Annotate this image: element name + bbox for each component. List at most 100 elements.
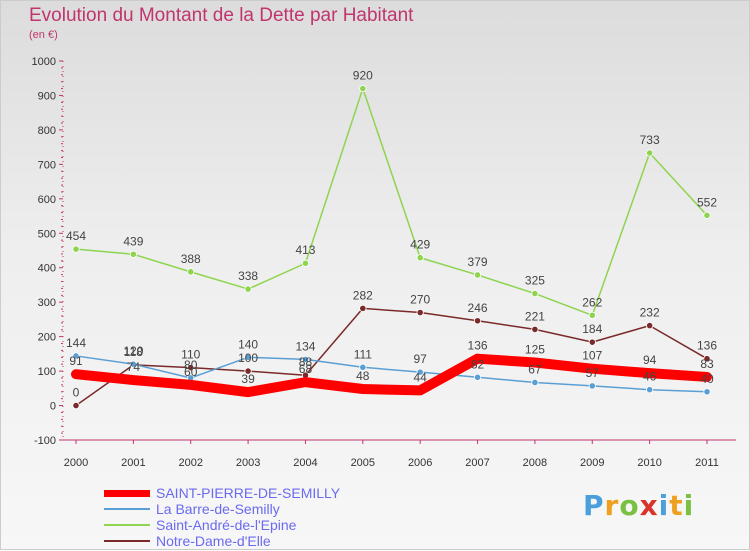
- data-point: [646, 386, 654, 394]
- data-label: 136: [468, 339, 488, 353]
- data-label: 94: [643, 353, 657, 367]
- data-point: [187, 268, 195, 276]
- x-tick-label: 2001: [121, 457, 145, 469]
- data-point: [416, 254, 424, 262]
- y-tick-label: 800: [38, 125, 56, 137]
- y-tick-label: 600: [38, 194, 56, 206]
- data-label: 454: [66, 229, 86, 243]
- data-point: [531, 325, 539, 334]
- data-point: [72, 245, 80, 253]
- y-tick-label: 100: [38, 366, 56, 378]
- data-label: 120: [123, 344, 143, 358]
- data-point: [416, 386, 425, 395]
- data-point: [531, 378, 539, 387]
- y-tick-label: 200: [38, 332, 56, 344]
- data-label: 136: [697, 339, 717, 353]
- data-point: [358, 385, 367, 394]
- x-tick-label: 2010: [637, 457, 661, 469]
- x-tick-label: 2007: [465, 457, 489, 469]
- data-point: [646, 149, 654, 157]
- data-point: [72, 401, 80, 410]
- x-tick-label: 2008: [523, 457, 547, 469]
- data-point: [301, 259, 310, 267]
- x-tick-label: 2000: [64, 457, 88, 469]
- data-point: [473, 317, 482, 325]
- legend-swatch-icon: [104, 540, 150, 542]
- data-point: [645, 369, 654, 378]
- data-point: [703, 372, 711, 381]
- data-point: [244, 285, 252, 293]
- y-tick-label: 300: [38, 297, 56, 309]
- chart-title: Evolution du Montant de la Dette par Hab…: [29, 5, 414, 26]
- data-label: 270: [410, 293, 430, 307]
- data-label: 40: [700, 372, 714, 386]
- data-label: 144: [66, 336, 86, 350]
- x-tick-label: 2011: [695, 457, 719, 469]
- data-label: 413: [295, 243, 315, 257]
- data-point: [588, 364, 597, 373]
- data-point: [588, 382, 596, 390]
- data-label: 83: [700, 357, 714, 371]
- legend-label: SAINT-PIERRE-DE-SEMILLY: [156, 485, 341, 501]
- data-point: [129, 360, 137, 368]
- data-label: 57: [586, 366, 600, 380]
- x-tick-label: 2002: [178, 457, 202, 469]
- y-tick-label: 700: [38, 159, 56, 171]
- data-label: 39: [241, 372, 255, 386]
- data-point: [703, 355, 711, 363]
- data-label: 140: [238, 337, 258, 351]
- data-label: 110: [181, 348, 200, 362]
- y-tick-label: 0: [50, 401, 56, 413]
- data-label: 60: [184, 365, 198, 379]
- data-label: 246: [468, 301, 488, 315]
- data-label: 552: [697, 195, 717, 209]
- y-tick-label: 1000: [32, 56, 56, 68]
- x-tick-label: 2005: [351, 457, 375, 469]
- data-label: 134: [295, 339, 315, 353]
- proxiti-logo: Proxiti: [583, 489, 695, 522]
- data-point: [588, 311, 596, 319]
- data-point: [703, 211, 711, 219]
- data-point: [416, 308, 424, 317]
- data-point: [72, 352, 80, 360]
- data-label: 920: [353, 69, 373, 83]
- data-point: [416, 368, 424, 376]
- data-point: [244, 353, 252, 361]
- y-tick-label: -100: [34, 435, 56, 447]
- data-label: 68: [299, 362, 313, 376]
- data-label: 67: [528, 362, 542, 376]
- data-label: 388: [181, 252, 201, 266]
- data-label: 232: [640, 306, 660, 320]
- data-label: 100: [238, 351, 258, 365]
- data-point: [244, 388, 253, 397]
- data-label: 733: [640, 133, 660, 147]
- data-label: 439: [123, 234, 143, 248]
- y-tick-label: 500: [38, 228, 56, 240]
- y-tick-label: 900: [38, 90, 56, 102]
- legend-label: La Barre-de-Semilly: [156, 501, 280, 517]
- series-line: [75, 307, 708, 407]
- data-point: [359, 363, 367, 371]
- data-point: [531, 289, 539, 298]
- legend-swatch-icon: [104, 508, 150, 510]
- data-label: 111: [354, 347, 373, 361]
- data-label: 221: [525, 309, 545, 323]
- data-label: 74: [127, 360, 141, 374]
- data-label: 44: [414, 370, 428, 384]
- data-point: [530, 358, 539, 367]
- series-line: [75, 355, 708, 393]
- legend-label: Notre-Dame-d'Elle: [156, 533, 271, 549]
- legend-swatch-icon: [104, 489, 150, 497]
- data-label: 46: [643, 370, 657, 384]
- data-point: [359, 304, 367, 312]
- data-label: 184: [582, 322, 602, 336]
- data-label: 282: [353, 288, 373, 302]
- data-point: [186, 380, 195, 389]
- data-point: [301, 355, 310, 363]
- data-point: [129, 376, 138, 385]
- data-point: [301, 378, 310, 387]
- x-tick-label: 2009: [580, 457, 604, 469]
- data-point: [646, 322, 654, 330]
